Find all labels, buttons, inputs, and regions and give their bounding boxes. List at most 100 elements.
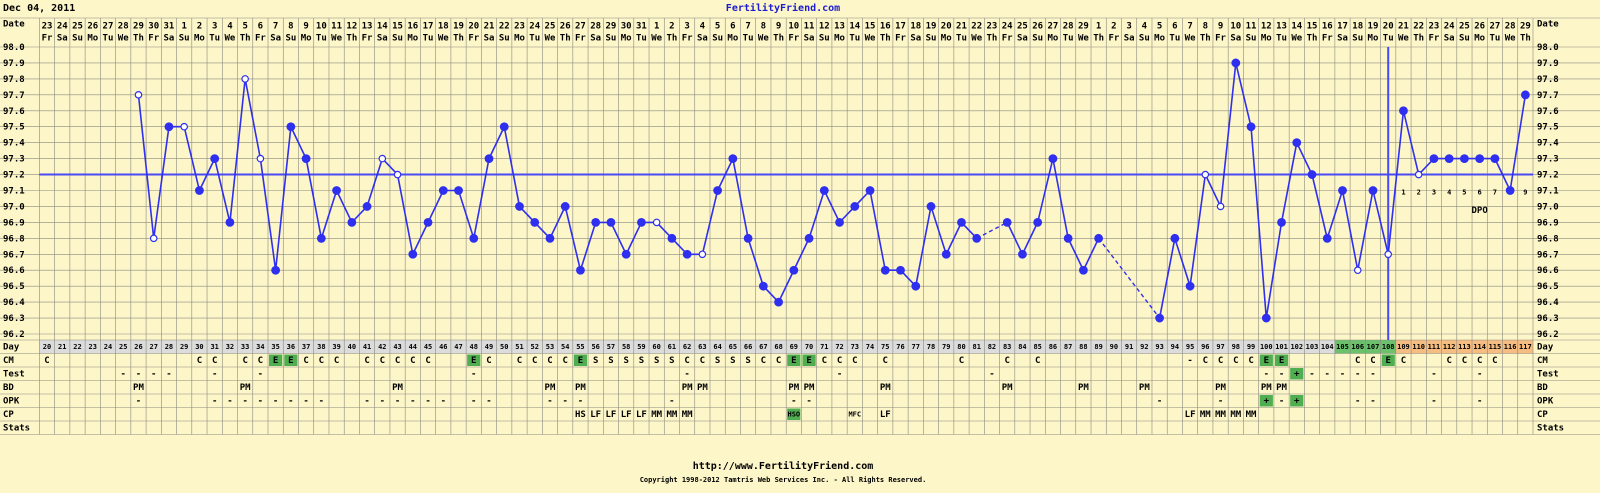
day-number: 82 bbox=[988, 343, 996, 351]
cell-text: PM bbox=[1002, 383, 1013, 393]
weekday: Mo bbox=[1047, 34, 1058, 44]
day-number: 22 bbox=[73, 343, 81, 351]
temperature-point bbox=[1505, 186, 1515, 195]
day-cell bbox=[298, 340, 314, 354]
day-cell bbox=[1319, 340, 1335, 354]
y-tick-label: 96.5 bbox=[3, 282, 25, 292]
weekday: Th bbox=[1093, 34, 1104, 44]
weekday: Fr bbox=[1322, 34, 1333, 44]
date-number: 11 bbox=[804, 22, 815, 32]
cell-text: C bbox=[761, 356, 766, 366]
cell-text: E bbox=[1386, 356, 1391, 366]
day-cell bbox=[85, 340, 101, 354]
day-cell bbox=[1426, 340, 1442, 354]
day-cell bbox=[831, 340, 848, 354]
weekday: Th bbox=[880, 34, 891, 44]
cell-text: S bbox=[715, 356, 720, 366]
cell-text: PM bbox=[1261, 383, 1272, 393]
cell-text: - bbox=[288, 396, 293, 406]
day-number: 104 bbox=[1321, 343, 1334, 351]
weekday: Sa bbox=[1017, 34, 1028, 44]
cell-text: - bbox=[258, 396, 263, 406]
day-cell bbox=[1182, 340, 1198, 354]
day-number: 107 bbox=[1367, 343, 1380, 351]
day-cell bbox=[1030, 340, 1046, 354]
day-cell bbox=[161, 340, 177, 354]
cell-text: - bbox=[1431, 369, 1436, 379]
temperature-point bbox=[743, 233, 753, 243]
cell-text: C bbox=[380, 356, 385, 366]
weekday: Mo bbox=[1368, 34, 1379, 44]
day-number: 79 bbox=[942, 343, 950, 351]
day-cell bbox=[1380, 340, 1396, 354]
day-number: 95 bbox=[1186, 343, 1194, 351]
weekday: Su bbox=[1459, 34, 1470, 44]
cell-text: + bbox=[1294, 396, 1300, 406]
temperature-point bbox=[804, 233, 814, 243]
y-tick-label-right: 97.8 bbox=[1537, 75, 1559, 85]
temperature-point bbox=[728, 154, 738, 164]
day-number: 63 bbox=[698, 343, 706, 351]
weekday: Sa bbox=[377, 34, 388, 44]
date-number: 23 bbox=[514, 22, 525, 32]
day-cell bbox=[877, 340, 893, 354]
temperature-point bbox=[1018, 249, 1027, 259]
date-number: 7 bbox=[1187, 22, 1192, 32]
cell-text: - bbox=[242, 396, 247, 406]
temperature-point bbox=[408, 249, 418, 259]
day-cell bbox=[572, 340, 589, 354]
y-tick-label: 96.4 bbox=[3, 298, 25, 308]
cell-text: LF bbox=[590, 410, 601, 420]
date-number: 28 bbox=[590, 22, 601, 32]
discarded-temperature bbox=[1384, 250, 1393, 259]
cell-text: LF bbox=[880, 410, 891, 420]
day-cell bbox=[527, 340, 543, 354]
day-cell bbox=[770, 340, 787, 354]
day-number: 44 bbox=[409, 343, 417, 351]
row-label-right: CM bbox=[1537, 356, 1548, 366]
footer-url[interactable]: http://www.FertilityFriend.com bbox=[693, 460, 874, 472]
cell-text: E bbox=[791, 356, 796, 366]
cell-text: E bbox=[288, 356, 293, 366]
cell-text: C bbox=[1370, 356, 1375, 366]
day-cell bbox=[908, 340, 924, 354]
cell-text: C bbox=[319, 356, 324, 366]
temperature-point bbox=[1170, 233, 1180, 243]
day-cell bbox=[1304, 340, 1320, 354]
date-number: 27 bbox=[103, 22, 114, 32]
y-tick-label: 97.4 bbox=[3, 139, 25, 149]
day-number: 59 bbox=[637, 343, 645, 351]
weekday: Fr bbox=[1429, 34, 1440, 44]
day-number: 83 bbox=[1003, 343, 1011, 351]
date-number: 22 bbox=[971, 22, 982, 32]
date-number: 3 bbox=[1126, 22, 1131, 32]
day-cell bbox=[557, 340, 573, 354]
y-tick-label-right: 97.9 bbox=[1537, 59, 1559, 69]
day-number: 36 bbox=[287, 343, 295, 351]
day-cell bbox=[816, 340, 832, 354]
row-label-right: Stats bbox=[1537, 423, 1564, 433]
day-number: 37 bbox=[302, 343, 310, 351]
day-number: 89 bbox=[1094, 343, 1102, 351]
day-number: 112 bbox=[1443, 343, 1456, 351]
day-cell bbox=[649, 340, 665, 354]
row-label: Test bbox=[3, 369, 25, 379]
cell-text: C bbox=[1492, 356, 1497, 366]
date-number: 17 bbox=[1337, 22, 1348, 32]
site-title[interactable]: FertilityFriend.com bbox=[726, 2, 840, 14]
temperature-point bbox=[1185, 281, 1195, 291]
cell-text: PM bbox=[545, 383, 556, 393]
temperature-point bbox=[1399, 106, 1408, 116]
day-cell bbox=[237, 340, 253, 354]
date-number: 10 bbox=[1230, 22, 1241, 32]
day-number: 26 bbox=[134, 343, 142, 351]
cell-text: - bbox=[136, 369, 141, 379]
weekday: Mo bbox=[407, 34, 418, 44]
y-tick-label-right: 98.0 bbox=[1537, 43, 1559, 53]
day-cell bbox=[1365, 340, 1381, 354]
day-number: 68 bbox=[774, 343, 782, 351]
day-cell bbox=[191, 340, 208, 354]
date-number: 14 bbox=[849, 22, 860, 32]
temperature-point bbox=[591, 217, 601, 227]
day-label: Day bbox=[3, 342, 20, 352]
